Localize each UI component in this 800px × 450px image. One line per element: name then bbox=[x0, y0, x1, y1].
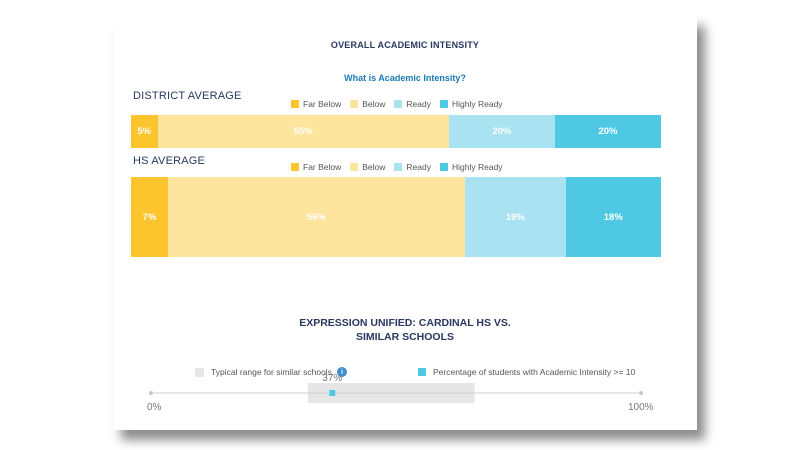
hs-average-label: HS AVERAGE bbox=[133, 155, 206, 167]
card-title: OVERALL ACADEMIC INTENSITY bbox=[330, 40, 480, 50]
typical-range-legend-label: Typical range for similar schools bbox=[211, 367, 332, 377]
district-legend: Far Below Below Ready Highly Ready bbox=[291, 99, 512, 109]
segment-value-label: 56% bbox=[306, 211, 326, 223]
legend-highly-ready: Highly Ready bbox=[440, 162, 503, 172]
segment-value-label: 20% bbox=[598, 126, 618, 137]
legend-below: Below bbox=[350, 162, 385, 172]
highly-ready-segment: 20% bbox=[555, 115, 661, 148]
segment-value-label: 18% bbox=[603, 211, 623, 223]
typical-range-swatch bbox=[195, 367, 204, 377]
legend-ready: Ready bbox=[394, 99, 431, 109]
below-segment: 56% bbox=[168, 177, 465, 257]
value-marker bbox=[329, 390, 336, 396]
percentage-swatch bbox=[418, 368, 426, 376]
comparison-range-chart bbox=[149, 383, 643, 403]
typical-range-legend: Typical range for similar schools i bbox=[195, 367, 347, 377]
percentage-legend: Percentage of students with Academic Int… bbox=[418, 367, 635, 377]
segment-value-label: 20% bbox=[492, 126, 512, 137]
segment-value-label: 55% bbox=[293, 126, 313, 137]
far-below-segment: 7% bbox=[131, 177, 169, 257]
district-stacked-bar: 5% 55% 20% 20% bbox=[131, 115, 661, 148]
ready-segment: 20% bbox=[449, 115, 555, 148]
academic-intensity-card: OVERALL ACADEMIC INTENSITY What is Acade… bbox=[113, 16, 697, 430]
comparison-title-line2: SIMILAR SCHOOLS bbox=[355, 331, 454, 343]
segment-value-label: 7% bbox=[142, 211, 157, 223]
legend-ready: Ready bbox=[394, 162, 431, 172]
far-below-segment: 5% bbox=[131, 115, 158, 148]
legend-far-below: Far Below bbox=[291, 162, 341, 172]
percentage-legend-label: Percentage of students with Academic Int… bbox=[433, 367, 636, 377]
legend-far-below: Far Below bbox=[291, 99, 341, 109]
comparison-title-line1: EXPRESSION UNIFIED: CARDINAL HS VS. bbox=[299, 317, 511, 329]
legend-below: Below bbox=[350, 99, 385, 109]
axis-max-label: 100% bbox=[628, 402, 654, 413]
axis-end-dot bbox=[639, 391, 643, 395]
segment-value-label: 19% bbox=[505, 211, 525, 223]
district-average-label: DISTRICT AVERAGE bbox=[133, 90, 242, 102]
comparison-title: EXPRESSION UNIFIED: CARDINAL HS VS. SIMI… bbox=[113, 316, 697, 344]
hs-stacked-bar: 7% 56% 19% 18% bbox=[131, 177, 661, 257]
hs-legend: Far Below Below Ready Highly Ready bbox=[291, 162, 512, 172]
axis-start-dot bbox=[149, 391, 153, 395]
legend-highly-ready: Highly Ready bbox=[440, 99, 503, 109]
info-icon[interactable]: i bbox=[336, 367, 347, 377]
value-label: 37% bbox=[322, 373, 343, 384]
ready-segment: 19% bbox=[464, 177, 566, 257]
highly-ready-segment: 18% bbox=[565, 177, 661, 257]
axis-min-label: 0% bbox=[147, 402, 162, 413]
segment-value-label: 5% bbox=[137, 126, 152, 137]
below-segment: 55% bbox=[157, 115, 449, 148]
academic-intensity-link[interactable]: What is Academic Intensity? bbox=[344, 73, 466, 83]
